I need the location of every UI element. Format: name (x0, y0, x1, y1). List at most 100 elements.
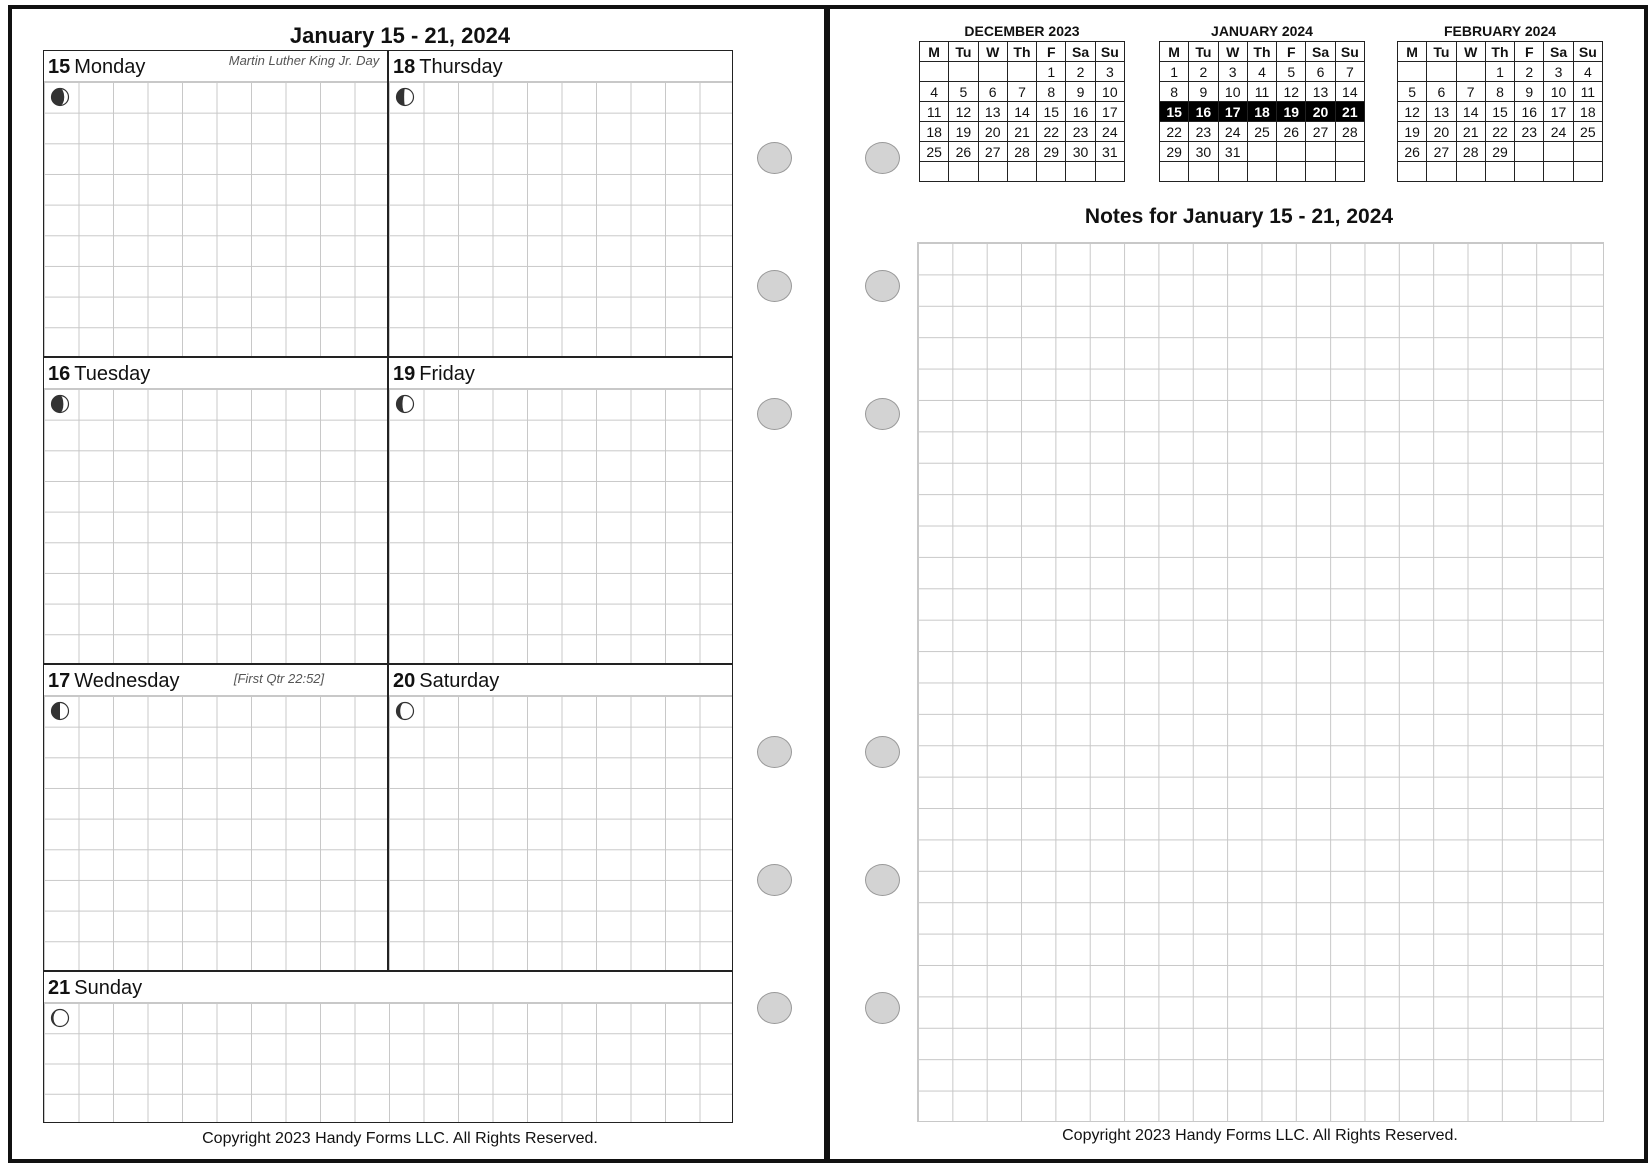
calendar-day[interactable]: 3 (1217, 61, 1248, 82)
calendar-day[interactable]: 18 (1572, 101, 1604, 122)
calendar-day[interactable]: 21 (1334, 101, 1366, 122)
calendar-day[interactable]: 29 (1036, 141, 1067, 162)
calendar-day[interactable]: 8 (1158, 81, 1190, 102)
calendar-day[interactable]: 28 (1455, 141, 1486, 162)
calendar-day[interactable]: 2 (1065, 61, 1096, 82)
day-box-monday[interactable]: 15 Monday Martin Luther King Jr. Day (43, 50, 388, 357)
calendar-day[interactable]: 9 (1514, 81, 1545, 102)
calendar-day[interactable]: 23 (1065, 121, 1096, 142)
calendar-day[interactable]: 3 (1543, 61, 1574, 82)
calendar-day[interactable]: 6 (1305, 61, 1336, 82)
calendar-day[interactable]: 17 (1543, 101, 1574, 122)
calendar-day[interactable]: 26 (1396, 141, 1428, 162)
calendar-day[interactable]: 15 (1158, 101, 1190, 122)
calendar-day[interactable]: 13 (1305, 81, 1336, 102)
calendar-day[interactable]: 20 (977, 121, 1008, 142)
calendar-day[interactable]: 21 (1455, 121, 1486, 142)
calendar-day[interactable]: 27 (1426, 141, 1457, 162)
calendar-day[interactable]: 1 (1158, 61, 1190, 82)
calendar-day[interactable]: 13 (1426, 101, 1457, 122)
calendar-day[interactable]: 24 (1094, 121, 1126, 142)
calendar-day[interactable]: 12 (948, 101, 979, 122)
calendar-day[interactable]: 12 (1396, 101, 1428, 122)
calendar-day[interactable]: 28 (1334, 121, 1366, 142)
calendar-day[interactable]: 16 (1065, 101, 1096, 122)
day-writing-grid[interactable] (389, 696, 732, 970)
calendar-day[interactable]: 11 (1572, 81, 1604, 102)
day-writing-grid[interactable] (44, 389, 387, 663)
calendar-day[interactable]: 2 (1514, 61, 1545, 82)
calendar-day[interactable]: 17 (1217, 101, 1248, 122)
calendar-day[interactable]: 24 (1543, 121, 1574, 142)
calendar-day[interactable]: 5 (1276, 61, 1307, 82)
calendar-day[interactable]: 15 (1484, 101, 1516, 122)
calendar-day[interactable]: 6 (1426, 81, 1457, 102)
calendar-day[interactable]: 23 (1514, 121, 1545, 142)
day-box-saturday[interactable]: 20 Saturday (388, 664, 733, 971)
calendar-day[interactable]: 7 (1455, 81, 1486, 102)
calendar-day[interactable]: 21 (1006, 121, 1038, 142)
calendar-day[interactable]: 4 (1572, 61, 1604, 82)
calendar-day[interactable]: 8 (1484, 81, 1516, 102)
calendar-day[interactable]: 4 (918, 81, 950, 102)
calendar-day[interactable]: 12 (1276, 81, 1307, 102)
calendar-day[interactable]: 19 (1276, 101, 1307, 122)
calendar-day[interactable]: 29 (1484, 141, 1516, 162)
calendar-day[interactable]: 31 (1217, 141, 1248, 162)
calendar-day[interactable]: 17 (1094, 101, 1126, 122)
calendar-day[interactable]: 27 (977, 141, 1008, 162)
calendar-day[interactable]: 9 (1188, 81, 1219, 102)
day-box-sunday[interactable]: 21 Sunday (43, 971, 733, 1123)
calendar-day[interactable]: 19 (948, 121, 979, 142)
calendar-day[interactable]: 20 (1305, 101, 1336, 122)
calendar-day[interactable]: 22 (1484, 121, 1516, 142)
calendar-day[interactable]: 13 (977, 101, 1008, 122)
calendar-day[interactable]: 8 (1036, 81, 1067, 102)
calendar-day[interactable]: 11 (918, 101, 950, 122)
calendar-day[interactable]: 3 (1094, 61, 1126, 82)
calendar-day[interactable]: 22 (1158, 121, 1190, 142)
calendar-day[interactable]: 27 (1305, 121, 1336, 142)
calendar-day[interactable]: 26 (1276, 121, 1307, 142)
day-box-tuesday[interactable]: 16 Tuesday (43, 357, 388, 664)
day-writing-grid[interactable] (44, 82, 387, 356)
calendar-day[interactable]: 10 (1217, 81, 1248, 102)
calendar-day[interactable]: 28 (1006, 141, 1038, 162)
calendar-day[interactable]: 1 (1484, 61, 1516, 82)
calendar-day[interactable]: 20 (1426, 121, 1457, 142)
calendar-day[interactable]: 19 (1396, 121, 1428, 142)
calendar-day[interactable]: 15 (1036, 101, 1067, 122)
calendar-day[interactable]: 25 (1246, 121, 1278, 142)
calendar-day[interactable]: 6 (977, 81, 1008, 102)
calendar-day[interactable]: 11 (1246, 81, 1278, 102)
calendar-day[interactable]: 16 (1514, 101, 1545, 122)
calendar-day[interactable]: 30 (1188, 141, 1219, 162)
calendar-day[interactable]: 22 (1036, 121, 1067, 142)
day-writing-grid[interactable] (389, 82, 732, 356)
day-box-friday[interactable]: 19 Friday (388, 357, 733, 664)
calendar-day[interactable]: 30 (1065, 141, 1096, 162)
calendar-day[interactable]: 10 (1094, 81, 1126, 102)
calendar-day[interactable]: 14 (1334, 81, 1366, 102)
calendar-day[interactable]: 31 (1094, 141, 1126, 162)
calendar-day[interactable]: 23 (1188, 121, 1219, 142)
calendar-day[interactable]: 7 (1334, 61, 1366, 82)
calendar-day[interactable]: 2 (1188, 61, 1219, 82)
calendar-day[interactable]: 1 (1036, 61, 1067, 82)
day-writing-grid[interactable] (44, 696, 387, 970)
calendar-day[interactable]: 25 (918, 141, 950, 162)
day-box-thursday[interactable]: 18 Thursday (388, 50, 733, 357)
calendar-day[interactable]: 18 (1246, 101, 1278, 122)
calendar-day[interactable]: 7 (1006, 81, 1038, 102)
calendar-day[interactable]: 29 (1158, 141, 1190, 162)
day-box-wednesday[interactable]: 17 Wednesday [First Qtr 22:52] (43, 664, 388, 971)
calendar-day[interactable]: 16 (1188, 101, 1219, 122)
calendar-day[interactable]: 10 (1543, 81, 1574, 102)
calendar-day[interactable]: 25 (1572, 121, 1604, 142)
calendar-day[interactable]: 9 (1065, 81, 1096, 102)
calendar-day[interactable]: 5 (1396, 81, 1428, 102)
calendar-day[interactable]: 5 (948, 81, 979, 102)
calendar-day[interactable]: 4 (1246, 61, 1278, 82)
calendar-day[interactable]: 24 (1217, 121, 1248, 142)
calendar-day[interactable]: 14 (1455, 101, 1486, 122)
